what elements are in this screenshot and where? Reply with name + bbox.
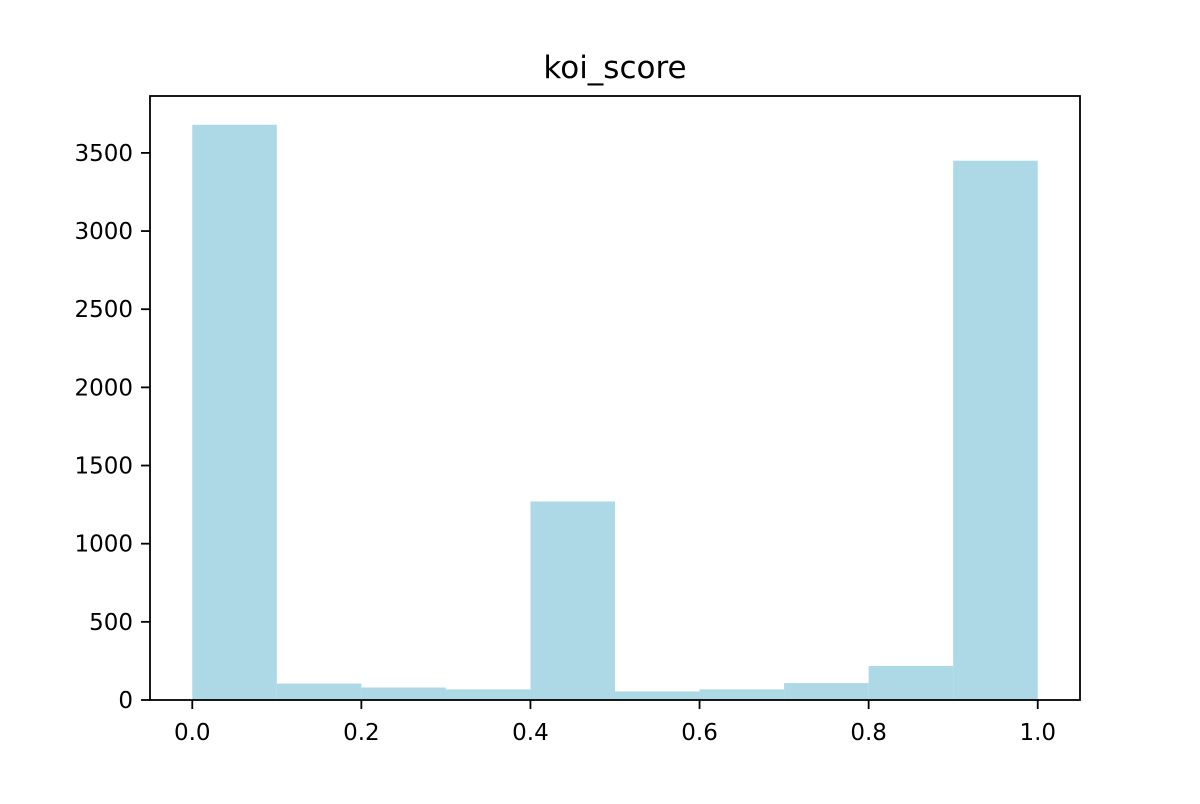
y-axis-ticks: 0 500 1000 1500 2000 2500 3000 3500 — [74, 141, 150, 714]
x-tick-label: 1.0 — [1019, 720, 1056, 746]
histogram-bar-6 — [699, 689, 785, 700]
histogram-bar-3 — [445, 689, 531, 700]
y-tick-label: 1500 — [74, 454, 133, 480]
y-tick-label: 1000 — [74, 532, 133, 558]
x-tick-label: 0.6 — [681, 720, 718, 746]
x-tick-label: 0.2 — [343, 720, 380, 746]
y-tick-label: 3500 — [74, 141, 133, 167]
histogram-bar-0 — [192, 124, 277, 700]
x-tick-label: 0.4 — [512, 720, 549, 746]
histogram-bar-5 — [615, 691, 700, 700]
histogram-bar-7 — [784, 683, 869, 700]
y-tick-label: 500 — [89, 610, 133, 636]
bars-layer — [192, 124, 1038, 700]
x-tick-label: 0.0 — [174, 720, 211, 746]
x-axis-ticks: 0.0 0.2 0.4 0.6 0.8 1.0 — [174, 700, 1056, 746]
chart-title: koi_score — [543, 50, 686, 86]
histogram-bar-1 — [276, 683, 362, 700]
histogram-bar-4 — [530, 501, 615, 700]
histogram-bar-9 — [953, 160, 1038, 700]
y-tick-label: 2500 — [74, 297, 133, 323]
histogram-bar-2 — [361, 687, 446, 700]
plot-frame — [149, 95, 1081, 701]
y-tick-label: 0 — [118, 688, 133, 714]
histogram-bar-8 — [868, 665, 954, 700]
x-tick-label: 0.8 — [850, 720, 887, 746]
y-tick-label: 3000 — [74, 219, 133, 245]
y-tick-label: 2000 — [74, 375, 133, 401]
